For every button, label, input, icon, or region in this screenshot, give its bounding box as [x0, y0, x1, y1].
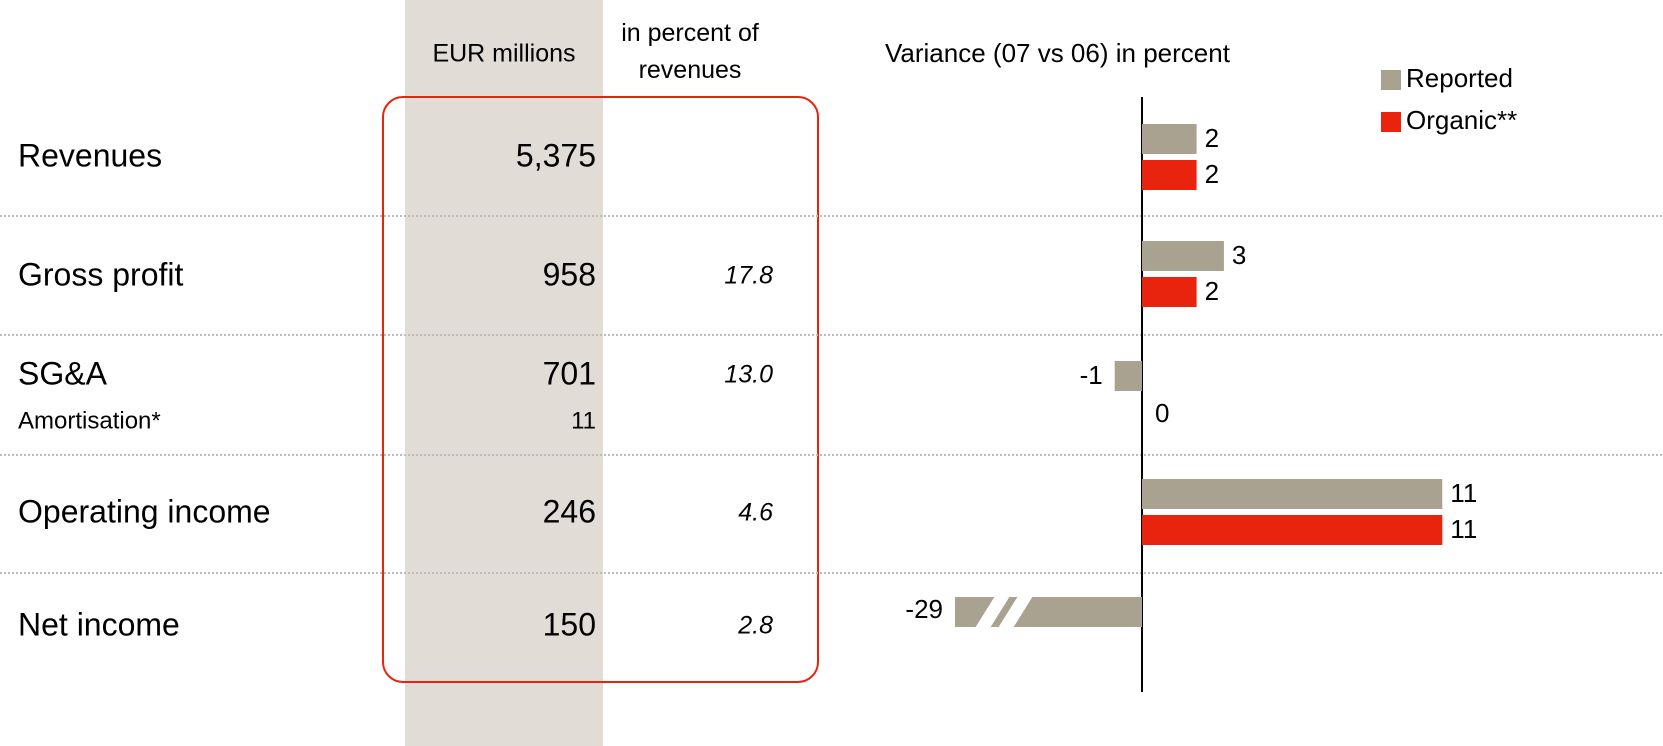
amount: 11 [571, 407, 596, 434]
amount: 5,375 [516, 137, 596, 173]
value-label: 2 [1205, 123, 1219, 153]
value-label: 3 [1232, 240, 1246, 270]
column-header: EUR millions [432, 40, 575, 68]
value-label: -29 [905, 594, 943, 624]
bar [1142, 124, 1197, 154]
highlight-box [382, 96, 819, 683]
row-label: Revenues [18, 137, 162, 173]
value-label: 0 [1155, 398, 1169, 428]
legend-label: Organic** [1406, 105, 1517, 135]
amount: 958 [543, 256, 596, 292]
row-label: SG&A [18, 355, 108, 391]
percent: 17.8 [724, 262, 773, 290]
column-shade [405, 0, 603, 746]
bar [1142, 241, 1224, 271]
bar [1142, 277, 1197, 307]
percent: 2.8 [737, 612, 773, 640]
legend-label: Reported [1406, 63, 1513, 93]
value-label: 11 [1450, 514, 1477, 544]
bar [1114, 361, 1142, 391]
legend-swatch [1381, 112, 1401, 132]
bar [1142, 479, 1443, 509]
amount: 150 [543, 606, 596, 642]
bar [1142, 515, 1443, 545]
percent: 13.0 [724, 361, 773, 389]
separators [0, 215, 1663, 574]
chart-title: Variance (07 vs 06) in percent [885, 38, 1231, 68]
percent: 4.6 [738, 499, 773, 527]
legend-swatch [1381, 70, 1401, 90]
row-label: Gross profit [18, 256, 183, 292]
value-label: 2 [1205, 276, 1219, 306]
axis-break [998, 596, 1033, 628]
amount: 701 [543, 355, 596, 391]
value-label: 2 [1205, 159, 1219, 189]
bar [1142, 160, 1197, 190]
axis-break [975, 596, 1010, 628]
amount: 246 [543, 493, 596, 529]
value-label: 11 [1450, 478, 1477, 508]
column-header: in percent of revenues [621, 19, 759, 84]
row-label: Amortisation* [18, 407, 161, 434]
row-label: Operating income [18, 493, 271, 529]
value-label: -1 [1080, 360, 1103, 390]
row-label: Net income [18, 606, 180, 642]
